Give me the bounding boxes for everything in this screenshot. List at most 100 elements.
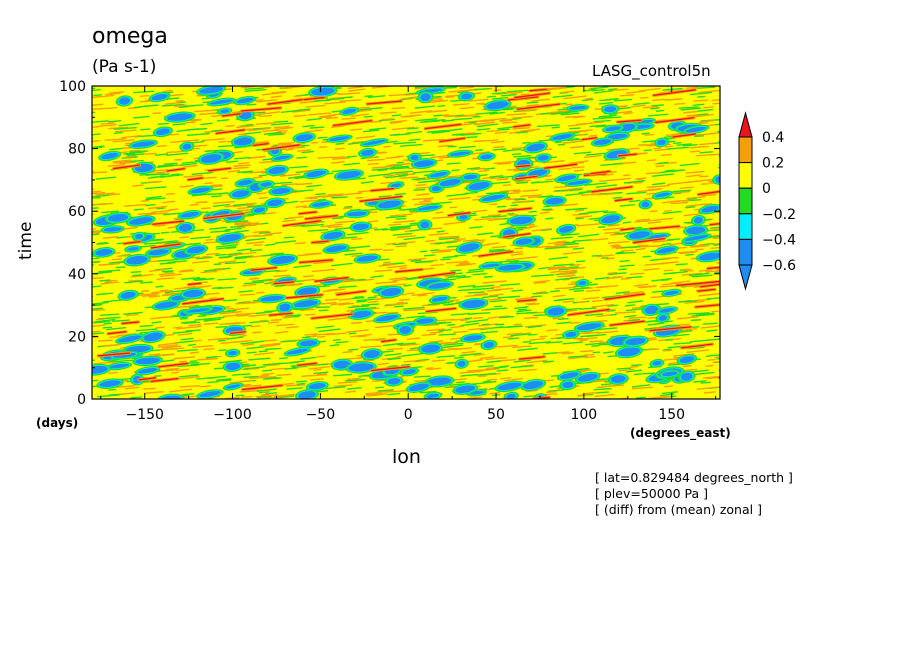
positive-streak xyxy=(158,362,189,368)
field-dash xyxy=(213,267,231,271)
field-dash xyxy=(481,176,492,180)
field-dash xyxy=(329,97,343,100)
field-dash xyxy=(289,165,308,169)
field-dash xyxy=(95,192,115,196)
field-dash xyxy=(689,195,706,199)
field-dash xyxy=(256,388,277,392)
field-dash xyxy=(413,188,426,191)
field-dash xyxy=(664,98,682,101)
field-dash xyxy=(539,211,550,214)
field-dash xyxy=(233,229,250,233)
field-dash xyxy=(450,312,471,316)
field-dash xyxy=(393,220,416,224)
annotation-lat: [ lat=0.829484 degrees_north ] xyxy=(595,470,793,485)
negative-patch-core xyxy=(125,345,151,353)
field-dash xyxy=(331,196,348,199)
field-dash xyxy=(598,384,616,388)
positive-streak xyxy=(366,100,402,105)
field-dash xyxy=(710,246,720,249)
field-dash xyxy=(682,268,691,271)
field-dash xyxy=(135,328,158,332)
field-dash xyxy=(386,347,404,351)
field-dash xyxy=(249,314,268,317)
field-dash xyxy=(683,110,698,114)
field-dash xyxy=(597,284,619,289)
field-dash xyxy=(573,337,583,340)
field-dash xyxy=(485,191,509,195)
field-dash xyxy=(472,209,488,213)
field-dash xyxy=(618,368,635,372)
field-dash xyxy=(307,229,329,232)
field-dash xyxy=(533,281,547,284)
negative-patch-core xyxy=(610,375,626,383)
field-dash xyxy=(531,274,555,278)
field-dash xyxy=(688,272,710,277)
field-layer xyxy=(92,86,720,399)
field-dash xyxy=(552,294,566,298)
negative-patch-core xyxy=(642,234,668,240)
field-dash xyxy=(552,317,565,320)
field-dash xyxy=(240,395,253,398)
field-dash xyxy=(203,347,215,351)
field-dash xyxy=(324,298,340,302)
field-dash xyxy=(416,193,430,196)
field-dash xyxy=(406,337,421,341)
field-dash xyxy=(267,396,278,399)
field-dash xyxy=(642,140,658,143)
field-dash xyxy=(524,324,547,328)
field-dash xyxy=(158,272,175,276)
field-dash xyxy=(205,252,220,256)
field-dash xyxy=(487,315,510,319)
negative-patch-core xyxy=(134,233,144,239)
chart-units: (Pa s-1) xyxy=(92,57,157,77)
field-dash xyxy=(446,193,469,197)
negative-patch-core xyxy=(182,143,192,150)
field-dash xyxy=(222,314,239,317)
field-dash xyxy=(322,288,346,293)
field-dash xyxy=(486,378,498,381)
field-dash xyxy=(130,270,142,273)
field-dash xyxy=(166,152,189,156)
field-dash xyxy=(573,169,585,172)
field-dash xyxy=(525,302,536,305)
field-dash xyxy=(309,126,325,129)
field-dash xyxy=(596,254,614,258)
field-dash xyxy=(535,245,552,249)
field-dash xyxy=(523,316,539,320)
field-dash xyxy=(452,103,470,106)
field-dash xyxy=(406,292,416,295)
field-dash xyxy=(288,146,306,150)
field-dash xyxy=(577,233,600,238)
field-dash xyxy=(607,271,618,275)
field-dash xyxy=(259,160,278,164)
field-dash xyxy=(628,199,641,203)
field-dash xyxy=(351,296,365,300)
field-dash xyxy=(358,278,375,282)
field-dash xyxy=(249,249,263,252)
field-dash xyxy=(631,386,654,390)
negative-patch-core xyxy=(455,385,476,394)
field-dash xyxy=(692,113,714,118)
field-dash xyxy=(112,139,136,143)
field-dash xyxy=(438,235,460,239)
field-dash xyxy=(642,255,651,258)
field-dash xyxy=(695,312,715,316)
positive-streak xyxy=(182,298,224,305)
field-dash xyxy=(644,197,655,200)
field-dash xyxy=(241,234,260,238)
field-dash xyxy=(262,343,281,348)
negative-patch-core xyxy=(679,356,695,363)
field-dash xyxy=(602,351,614,354)
negative-patch-core xyxy=(92,365,108,374)
field-dash xyxy=(448,196,471,201)
field-dash xyxy=(632,102,650,106)
field-dash xyxy=(162,345,182,349)
field-dash xyxy=(256,192,267,195)
negative-patch-core xyxy=(390,183,402,188)
field-dash xyxy=(409,110,432,114)
field-dash xyxy=(137,212,157,215)
field-dash xyxy=(262,377,278,380)
field-dash xyxy=(341,117,356,120)
field-dash xyxy=(651,173,675,177)
